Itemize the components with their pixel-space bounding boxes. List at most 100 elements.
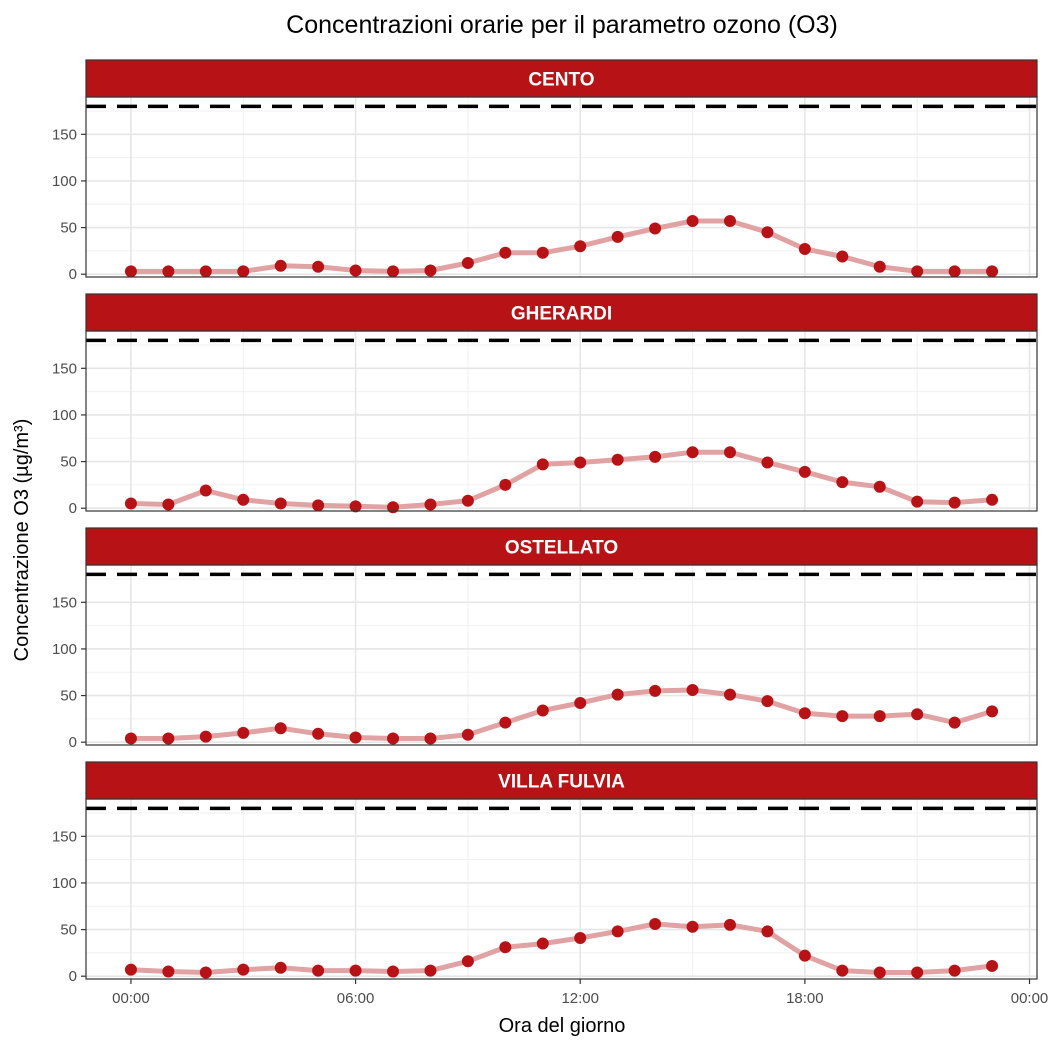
data-point (424, 964, 437, 977)
data-point (836, 710, 849, 723)
data-point (574, 456, 587, 469)
data-point (611, 688, 624, 701)
y-tick-label: 50 (60, 454, 77, 471)
y-tick-label: 0 (69, 968, 77, 985)
data-point (986, 265, 999, 278)
data-point (461, 494, 474, 507)
data-point (499, 716, 512, 729)
data-point (536, 937, 549, 950)
data-point (424, 264, 437, 277)
data-point (686, 683, 699, 696)
data-point (274, 722, 287, 735)
data-point (686, 920, 699, 933)
x-tick-label: 18:00 (786, 990, 824, 1007)
data-point (611, 925, 624, 938)
y-tick-label: 100 (52, 641, 77, 658)
data-point (873, 260, 886, 273)
y-tick-label: 100 (52, 875, 77, 892)
data-point (387, 965, 400, 978)
data-point (948, 496, 961, 509)
facet-strip-label: OSTELLATO (505, 538, 618, 559)
data-point (199, 484, 212, 497)
data-point (387, 265, 400, 278)
data-point (686, 446, 699, 459)
data-point (798, 243, 811, 256)
data-point (911, 265, 924, 278)
data-point (162, 965, 175, 978)
data-point (686, 215, 699, 228)
x-tick-label: 12:00 (561, 990, 599, 1007)
data-point (424, 732, 437, 745)
data-point (873, 480, 886, 493)
data-point (873, 710, 886, 723)
data-point (798, 949, 811, 962)
data-point (873, 966, 886, 979)
x-tick-label: 06:00 (337, 990, 375, 1007)
x-axis-title: Ora del giorno (499, 1015, 626, 1037)
y-tick-label: 0 (69, 734, 77, 751)
facet-strip (85, 761, 1038, 800)
data-point (948, 265, 961, 278)
data-point (124, 497, 137, 510)
y-tick-label: 150 (52, 126, 77, 143)
facet-strip (85, 59, 1038, 98)
data-point (649, 684, 662, 697)
data-point (574, 697, 587, 710)
y-tick-label: 50 (60, 922, 77, 939)
series-line (128, 449, 995, 510)
data-point (499, 941, 512, 954)
data-point (124, 265, 137, 278)
facet-strip-label: VILLA FULVIA (498, 772, 625, 793)
data-point (836, 250, 849, 263)
data-point (536, 246, 549, 259)
data-point (574, 931, 587, 944)
data-point (461, 955, 474, 968)
y-axis-title: Concentrazione O3 (µg/m³) (11, 419, 33, 662)
data-point (124, 732, 137, 745)
data-point (274, 497, 287, 510)
y-tick-label: 150 (52, 828, 77, 845)
data-point (986, 959, 999, 972)
data-point (836, 476, 849, 489)
facet-strip-label: GHERARDI (511, 304, 612, 325)
data-point (237, 963, 250, 976)
x-tick-label: 00:00 (112, 990, 150, 1007)
data-point (312, 260, 325, 273)
data-point (162, 265, 175, 278)
series-line (128, 218, 995, 274)
facet-panel: 0 50 100 150 VILLA FULVIA (52, 761, 1038, 985)
data-point (761, 925, 774, 938)
data-point (761, 226, 774, 239)
data-point (948, 964, 961, 977)
facet-strip (85, 293, 1038, 332)
data-point (387, 501, 400, 514)
data-point (499, 478, 512, 491)
data-point (761, 456, 774, 469)
data-point (274, 259, 287, 272)
data-point (312, 727, 325, 740)
data-point (199, 265, 212, 278)
series-line (128, 921, 995, 975)
data-point (723, 446, 736, 459)
panel-border (85, 330, 1038, 512)
data-point (387, 732, 400, 745)
y-tick-label: 0 (69, 500, 77, 517)
y-tick-label: 150 (52, 594, 77, 611)
data-point (649, 917, 662, 930)
data-point (274, 961, 287, 974)
data-point (237, 726, 250, 739)
data-point (798, 465, 811, 478)
data-point (611, 453, 624, 466)
data-point (911, 495, 924, 508)
data-point (649, 450, 662, 463)
y-tick-label: 100 (52, 173, 77, 190)
x-axis: 00:00 06:00 12:00 18:00 00:00 (112, 979, 1048, 1007)
facet-panels: 0 50 100 150 CENTO 0 50 100 150 GHERARDI 0 50 100 150… (52, 59, 1038, 985)
data-point (124, 963, 137, 976)
data-point (723, 688, 736, 701)
data-point (349, 964, 362, 977)
data-point (237, 265, 250, 278)
series-line (128, 687, 995, 741)
data-point (312, 499, 325, 512)
y-tick-label: 0 (69, 266, 77, 283)
